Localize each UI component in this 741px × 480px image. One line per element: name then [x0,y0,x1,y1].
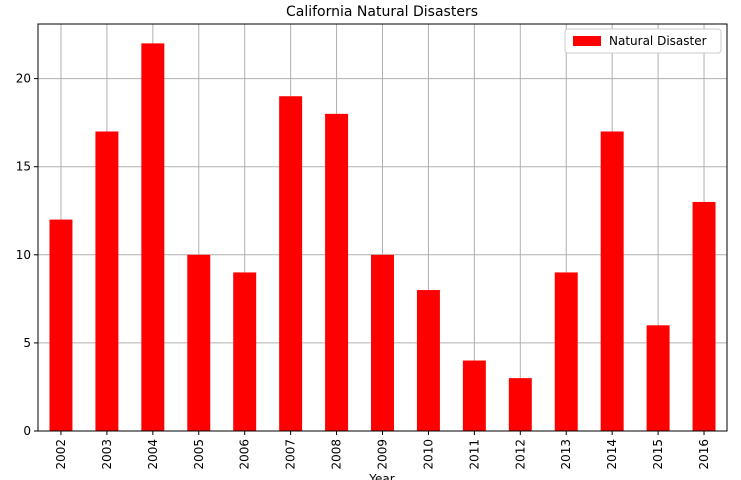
y-tick-label: 15 [16,160,31,174]
x-tick-label: 2004 [146,439,160,470]
x-tick-label: 2010 [421,439,435,470]
bar [600,131,624,431]
y-tick-label: 20 [16,72,31,86]
bar [95,131,119,431]
legend-swatch [573,36,601,46]
bar [554,272,578,431]
x-tick-label: 2002 [54,439,68,470]
plot-frame [37,23,728,432]
bar [187,254,211,431]
bar [233,272,257,431]
y-tick-label: 5 [23,336,31,350]
legend-label: Natural Disaster [609,34,707,48]
x-tick-label: 2013 [559,439,573,470]
bar [416,290,440,431]
x-tick-label: 2015 [651,439,665,470]
x-tick-label: 2005 [192,439,206,470]
bar [49,219,73,431]
bar [371,254,394,431]
y-tick-label: 10 [16,248,31,262]
y-tick-label: 0 [23,424,31,438]
x-tick-label: 2011 [467,439,481,470]
bar [646,325,670,431]
x-tick-label: 2012 [513,439,527,470]
legend: Natural Disaster [564,28,722,54]
x-tick-label: 2006 [238,439,252,470]
x-tick-label: 2008 [330,439,344,470]
bar [325,113,349,431]
chart-title: California Natural Disasters [286,4,478,20]
x-tick-label: 2007 [284,439,298,470]
bar [279,96,303,431]
bar [141,43,165,431]
bar [508,378,532,431]
legend-box [564,28,722,54]
x-tick-label: 2014 [605,439,619,470]
bar [462,360,486,431]
x-tick-label: 2009 [376,439,390,470]
bar [692,201,716,431]
x-tick-label: 2016 [697,439,711,470]
x-tick-label: 2003 [100,439,114,470]
x-axis-label: Year [368,472,394,480]
